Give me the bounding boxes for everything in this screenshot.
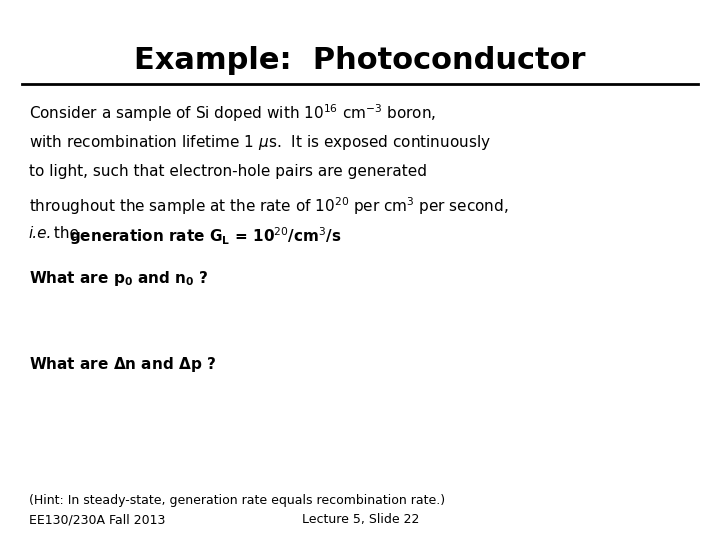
Text: generation rate $\mathbf{G}_\mathbf{L}$ = 10$^{20}$/cm$^3$/s: generation rate $\mathbf{G}_\mathbf{L}$ … [69, 226, 342, 247]
Text: i.e.: i.e. [29, 226, 52, 241]
Text: with recombination lifetime 1 $\mu$s.  It is exposed continuously: with recombination lifetime 1 $\mu$s. It… [29, 133, 491, 152]
Text: What are $\mathbf{p_0}$ and $\mathbf{n_0}$ ?: What are $\mathbf{p_0}$ and $\mathbf{n_0… [29, 269, 209, 288]
Text: Example:  Photoconductor: Example: Photoconductor [134, 46, 586, 75]
Text: throughout the sample at the rate of 10$^{20}$ per cm$^3$ per second,: throughout the sample at the rate of 10$… [29, 195, 508, 217]
Text: (Hint: In steady-state, generation rate equals recombination rate.): (Hint: In steady-state, generation rate … [29, 494, 445, 507]
Text: the: the [49, 226, 84, 241]
Text: EE130/230A Fall 2013: EE130/230A Fall 2013 [29, 514, 165, 526]
Text: to light, such that electron-hole pairs are generated: to light, such that electron-hole pairs … [29, 164, 427, 179]
Text: Consider a sample of Si doped with 10$^{16}$ cm$^{-3}$ boron,: Consider a sample of Si doped with 10$^{… [29, 103, 436, 124]
Text: What are $\mathbf{\Delta}$$\mathbf{n}$ and $\mathbf{\Delta}$$\mathbf{p}$ ?: What are $\mathbf{\Delta}$$\mathbf{n}$ a… [29, 355, 216, 374]
Text: Lecture 5, Slide 22: Lecture 5, Slide 22 [302, 514, 420, 526]
